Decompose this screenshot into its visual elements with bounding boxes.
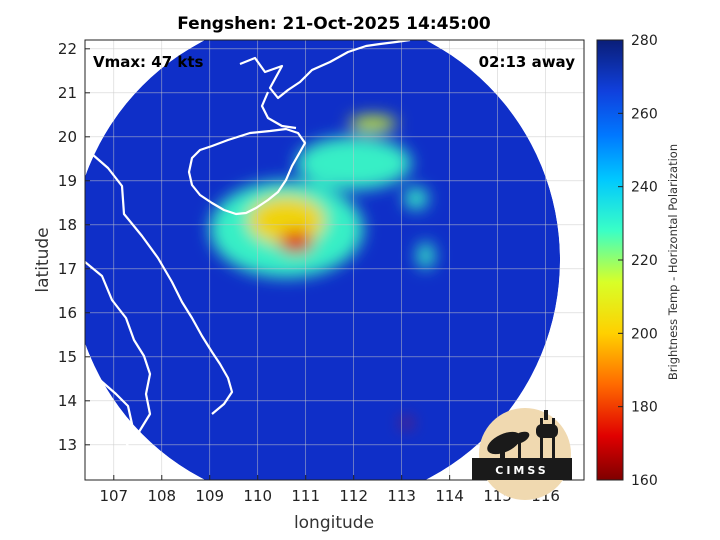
colorbar: 160 180 200 220 240 260 280 Brightness Temp - …: [596, 33, 680, 489]
y-axis-label: latitude: [33, 227, 53, 292]
y-tick-label: 14: [58, 392, 77, 410]
y-tick-label: 19: [58, 172, 77, 190]
x-tick-label: 112: [339, 487, 368, 505]
laos-border: [85, 261, 152, 441]
hainan-island-outline: [187, 127, 307, 216]
y-tick-label: 18: [58, 216, 77, 234]
x-tick-label: 114: [435, 487, 464, 505]
colorbar-ticks: 160 180 200 220 240 260 280: [618, 33, 658, 489]
colorbar-tick-label: 160: [631, 473, 658, 489]
vietnam-coastline: [85, 147, 234, 415]
map-panel: 107 108 109 110 111 112 113 114 115 116 131415161…: [58, 39, 585, 505]
south-china-coastline: [239, 40, 411, 100]
coastlines: [85, 40, 411, 461]
x-tick-label: 113: [387, 487, 416, 505]
colorbar-tick-label: 200: [631, 326, 658, 342]
x-tick-label: 111: [291, 487, 320, 505]
y-tick-label: 20: [58, 128, 77, 146]
colorbar-tick-label: 220: [631, 253, 658, 269]
colorbar-tick-label: 180: [631, 400, 658, 416]
longitude-ticks: 107 108 109 110 111 112 113 114 115 116: [99, 475, 560, 505]
feature-e-band-1: [404, 187, 429, 210]
x-tick-label: 108: [147, 487, 176, 505]
x-tick-label: 110: [243, 487, 272, 505]
colorbar-tick-label: 280: [631, 33, 658, 49]
colorbar-label: Brightness Temp - Horizontal Polarizatio…: [666, 144, 680, 380]
vmax-label: Vmax: 47 kts: [93, 53, 203, 71]
latitude-ticks: 13 14 15 16 17 18 19 20 21 22: [58, 40, 90, 454]
time-away-label: 02:13 away: [479, 53, 576, 71]
x-tick-label: 109: [195, 487, 224, 505]
x-axis-label: longitude: [294, 513, 374, 533]
y-tick-label: 16: [58, 304, 77, 322]
y-tick-label: 13: [58, 436, 77, 454]
leizhou-coast: [260, 91, 297, 130]
feature-core: [279, 231, 313, 254]
colorbar-tick-label: 260: [631, 106, 658, 122]
feature-n-band: [348, 115, 397, 132]
y-tick-label: 15: [58, 348, 77, 366]
inland-border: [85, 365, 136, 461]
y-tick-label: 22: [58, 40, 77, 58]
feature-e-band-2: [417, 242, 435, 269]
colorbar-tick-label: 240: [631, 180, 658, 196]
map-title: Fengshen: 21-Oct-2025 14:45:00: [177, 14, 491, 34]
feature-s-band: [401, 418, 412, 428]
cimss-logo: CIMSS: [472, 408, 572, 500]
x-tick-label: 107: [99, 487, 128, 505]
map-frame: [84, 39, 585, 481]
y-tick-label: 17: [58, 260, 77, 278]
y-tick-label: 21: [58, 84, 77, 102]
logo-text: CIMSS: [495, 464, 548, 477]
